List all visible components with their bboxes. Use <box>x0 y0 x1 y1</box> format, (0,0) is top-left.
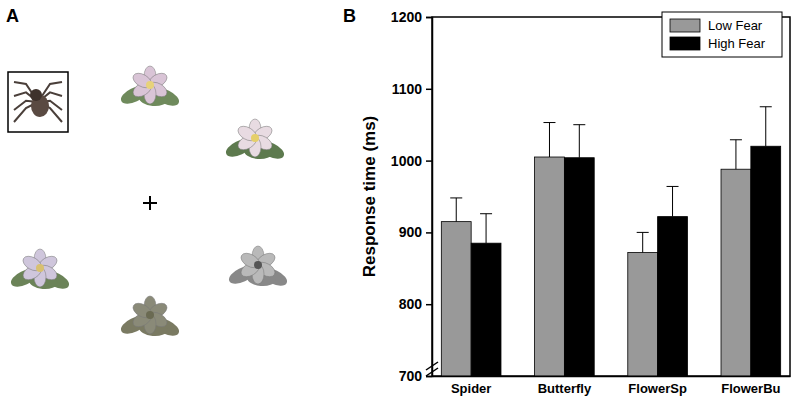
x-axis: Spider Butterfly FlowerSp FlowerBu <box>433 376 791 396</box>
error-bar <box>667 186 679 216</box>
bar <box>441 222 471 376</box>
flower-center <box>251 134 259 142</box>
error-bar <box>480 214 492 243</box>
legend: Low Fear High Fear <box>662 12 782 57</box>
bar <box>564 158 594 376</box>
x-tick: FlowerBu <box>721 376 780 396</box>
flower-icon <box>118 296 181 339</box>
spider-head <box>30 89 42 101</box>
flower-icon <box>118 66 181 109</box>
petal <box>131 300 154 320</box>
plot-frame <box>432 17 790 376</box>
y-tick-label: 1000 <box>391 153 422 169</box>
petal <box>131 70 154 90</box>
flower-center <box>254 261 262 269</box>
flower-center <box>146 311 154 319</box>
bar <box>721 169 751 376</box>
panel-label: B <box>343 6 356 26</box>
flower-icon <box>226 246 289 289</box>
y-tick-mark <box>426 304 432 306</box>
x-tick-label: FlowerBu <box>721 381 780 396</box>
flower-icon <box>8 249 71 292</box>
flower-center <box>36 264 44 272</box>
stimulus-display <box>8 66 290 339</box>
y-tick: 800 <box>399 296 432 312</box>
error-bar <box>543 123 555 157</box>
x-tick: Butterfly <box>538 376 592 396</box>
bar <box>751 146 781 376</box>
y-axis: 700 800 900 1000 1100 1200 <box>391 9 433 384</box>
panel-label: A <box>6 6 19 26</box>
x-tick: FlowerSp <box>628 376 687 396</box>
y-tick: 1100 <box>392 81 432 97</box>
y-axis-line <box>426 18 433 377</box>
target-frame <box>8 72 68 132</box>
flower-center <box>146 81 154 89</box>
y-tick: 900 <box>399 224 432 240</box>
petal <box>21 253 44 273</box>
y-tick-label: 800 <box>399 296 423 312</box>
legend-swatch <box>670 37 700 50</box>
legend-frame <box>662 12 782 57</box>
axis-break <box>426 368 438 376</box>
error-bar <box>760 107 772 146</box>
x-tick-label: Spider <box>451 381 491 396</box>
error-bar <box>450 198 462 222</box>
y-axis-title: Response time (ms) <box>360 116 379 278</box>
bar <box>471 243 501 376</box>
spider-icon <box>14 82 62 122</box>
petal <box>236 123 259 143</box>
y-tick-label: 1100 <box>392 81 423 97</box>
y-tick-mark <box>426 232 432 234</box>
y-tick-mark <box>426 89 432 91</box>
x-tick-label: Butterfly <box>538 381 592 396</box>
y-tick-mark <box>426 160 432 162</box>
y-tick-label: 1200 <box>391 9 422 25</box>
bar <box>658 217 688 376</box>
error-bar <box>573 125 585 158</box>
bar <box>628 253 658 376</box>
figure: A B 700 800 900 1000 1100 1200 Spider Butterfly Fl… <box>0 0 800 408</box>
x-axis-line <box>433 376 791 378</box>
error-bar <box>637 232 649 252</box>
y-tick-label: 700 <box>399 368 423 384</box>
y-tick-mark <box>426 17 432 19</box>
x-tick: Spider <box>451 376 491 396</box>
plot-area <box>441 107 780 376</box>
x-tick-label: FlowerSp <box>628 381 687 396</box>
legend-label: Low Fear <box>708 18 763 33</box>
y-tick: 1200 <box>391 9 432 25</box>
legend-swatch <box>670 19 700 32</box>
petal <box>239 250 262 270</box>
error-bar <box>730 140 742 169</box>
y-tick: 1000 <box>391 153 432 169</box>
fixation-cross <box>149 196 151 210</box>
bar <box>535 157 565 376</box>
flower-icon <box>223 119 286 162</box>
y-tick-label: 900 <box>399 224 423 240</box>
legend-label: High Fear <box>708 36 766 51</box>
